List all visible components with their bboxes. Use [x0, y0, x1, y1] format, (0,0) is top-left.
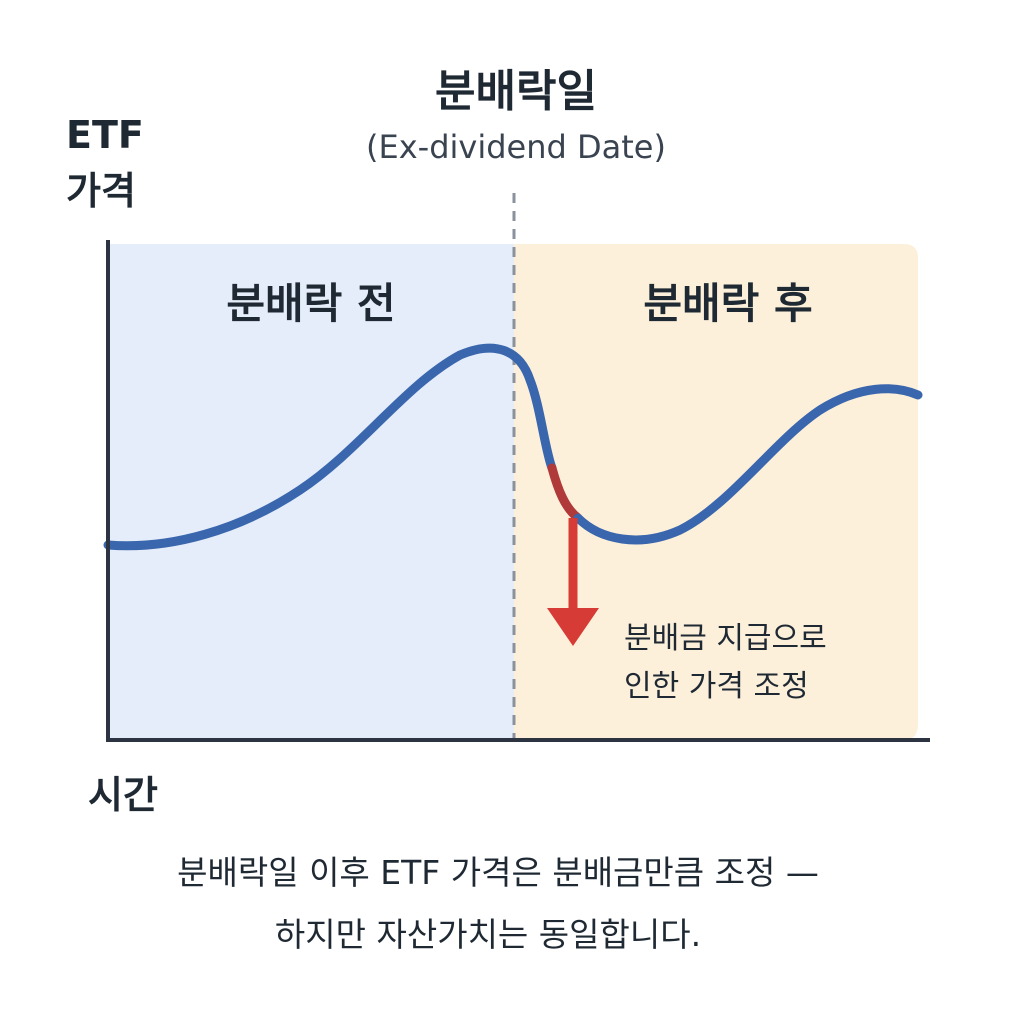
diagram-subtitle: (Ex-dividend Date)	[366, 128, 666, 166]
annotation-line-1: 분배금 지급으로	[624, 621, 827, 656]
y-axis-label-line-2: 가격	[66, 169, 136, 213]
diagram-title: 분배락일	[435, 66, 597, 117]
region-before-ex-dividend	[108, 244, 514, 740]
y-axis-label-line-1: ETF	[66, 113, 144, 157]
caption-line-1: 분배락일 이후 ETF 가격은 분배금만큼 조정 —	[177, 853, 819, 892]
etf-price-line-after	[573, 384, 923, 545]
etf-price-line	[103, 343, 557, 551]
region-after-ex-dividend	[514, 244, 918, 740]
annotation-line-2: 인한 가격 조정	[624, 669, 809, 704]
region-after-label: 분배락 후	[643, 279, 812, 328]
x-axis-label: 시간	[88, 773, 158, 817]
caption-line-2: 하지만 자산가치는 동일합니다.	[275, 915, 701, 954]
region-before-label: 분배락 전	[226, 279, 395, 328]
price-drop-arrow-head	[547, 608, 599, 646]
